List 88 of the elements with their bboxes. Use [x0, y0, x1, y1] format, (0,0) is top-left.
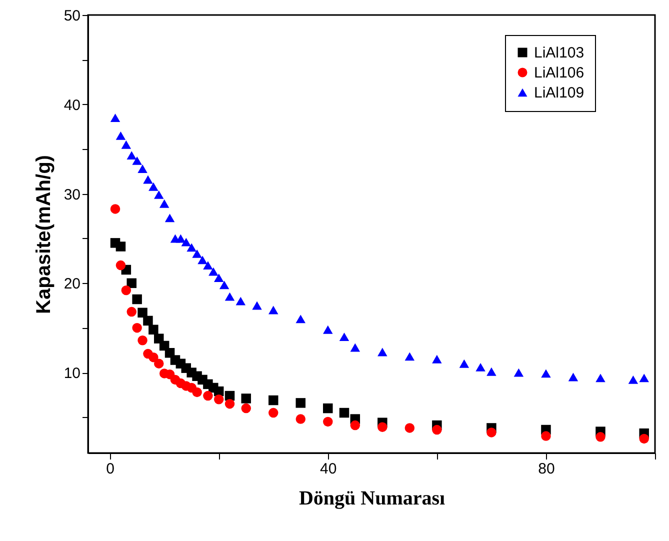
point [159, 199, 170, 208]
point [214, 394, 224, 404]
point [476, 362, 486, 372]
point [241, 394, 251, 404]
point [198, 256, 208, 264]
point [110, 114, 120, 122]
point [323, 416, 333, 427]
point [486, 428, 496, 438]
point [323, 403, 333, 414]
point [541, 431, 551, 441]
point [268, 408, 278, 418]
point [164, 214, 175, 222]
point [236, 296, 246, 306]
point [192, 387, 202, 398]
point [219, 280, 230, 290]
point [132, 156, 142, 165]
point [339, 332, 350, 342]
point [339, 408, 350, 418]
point [148, 352, 158, 362]
point [214, 274, 224, 282]
point [143, 316, 153, 326]
legend-label: LiAl103 [534, 44, 584, 62]
point [121, 140, 132, 149]
point [378, 348, 388, 356]
point [296, 398, 306, 408]
point [138, 164, 148, 173]
point [148, 324, 158, 335]
point [148, 182, 158, 191]
point [514, 368, 524, 377]
x-axis-title: Döngü Numarası [298, 488, 446, 510]
y-tick-label: 40 [64, 96, 80, 114]
point [404, 423, 415, 433]
point [378, 422, 388, 432]
point [350, 420, 360, 430]
legend-label: LiAl106 [534, 64, 584, 82]
point [138, 336, 148, 346]
point [432, 424, 442, 435]
point [154, 190, 164, 199]
legend-label: LiAl109 [534, 84, 584, 102]
point [241, 403, 251, 414]
point [568, 372, 578, 382]
point [138, 308, 148, 318]
point [181, 238, 192, 246]
point [143, 175, 153, 184]
point [628, 375, 638, 384]
point [132, 294, 142, 304]
x-tick-label: 0 [106, 460, 114, 478]
point [486, 367, 496, 376]
point [224, 398, 235, 409]
point [639, 434, 649, 444]
point [252, 301, 262, 310]
y-tick-label: 10 [64, 365, 80, 382]
point [268, 306, 278, 314]
point [404, 352, 415, 361]
y-axis-title: Kapasite(mAh/g) [32, 155, 55, 314]
point [132, 322, 142, 333]
point [126, 306, 136, 317]
point [192, 249, 202, 258]
point [541, 369, 551, 378]
point [110, 204, 120, 214]
x-tick-label: 40 [320, 460, 337, 478]
point [350, 343, 360, 352]
y-tick-label: 50 [64, 8, 80, 24]
x-tick-label: 80 [538, 460, 555, 478]
y-tick-label: 30 [64, 186, 80, 204]
point [432, 354, 442, 364]
point [121, 285, 132, 296]
point [154, 358, 164, 368]
point [268, 395, 278, 406]
y-tick-label: 20 [64, 276, 80, 293]
point [126, 151, 136, 160]
point [296, 414, 306, 424]
point [639, 374, 649, 382]
point [186, 243, 196, 252]
point [126, 278, 136, 288]
point [224, 292, 235, 301]
point [203, 261, 213, 270]
point [596, 432, 606, 442]
point [116, 260, 126, 270]
point [459, 359, 470, 368]
point [296, 314, 306, 324]
point [208, 267, 218, 276]
point [176, 234, 186, 243]
point [116, 242, 126, 252]
point [203, 390, 213, 401]
point [596, 374, 606, 382]
point [116, 131, 126, 140]
point [323, 325, 333, 334]
